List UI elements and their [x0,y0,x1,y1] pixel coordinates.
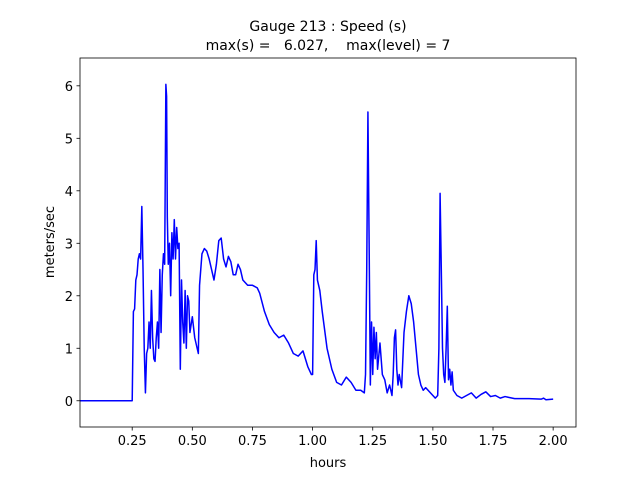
x-axis-label: hours [310,456,347,471]
x-tick-label: 1.00 [298,434,327,449]
y-tick-label: 3 [65,237,73,252]
y-tick-label: 4 [65,185,73,200]
x-tick-label: 2.00 [539,434,568,449]
x-tick-label: 1.50 [418,434,447,449]
y-axis-label: meters/sec [43,206,58,278]
y-tick-label: 2 [65,290,73,305]
x-tick-label: 0.25 [118,434,147,449]
x-tick-label: 1.75 [479,434,508,449]
data-line [80,83,554,402]
y-tick-label: 1 [65,342,73,357]
chart-title: Gauge 213 : Speed (s) [249,19,406,35]
x-tick-label: 1.25 [358,434,387,449]
chart-subtitle: max(s) = 6.027, max(level) = 7 [206,38,451,54]
x-tick-label: 0.75 [238,434,267,449]
y-tick-label: 5 [65,132,73,147]
x-tick-label: 0.50 [178,434,207,449]
y-tick-label: 6 [65,80,73,95]
y-tick-label: 0 [65,395,73,410]
axes-frame [79,57,577,428]
